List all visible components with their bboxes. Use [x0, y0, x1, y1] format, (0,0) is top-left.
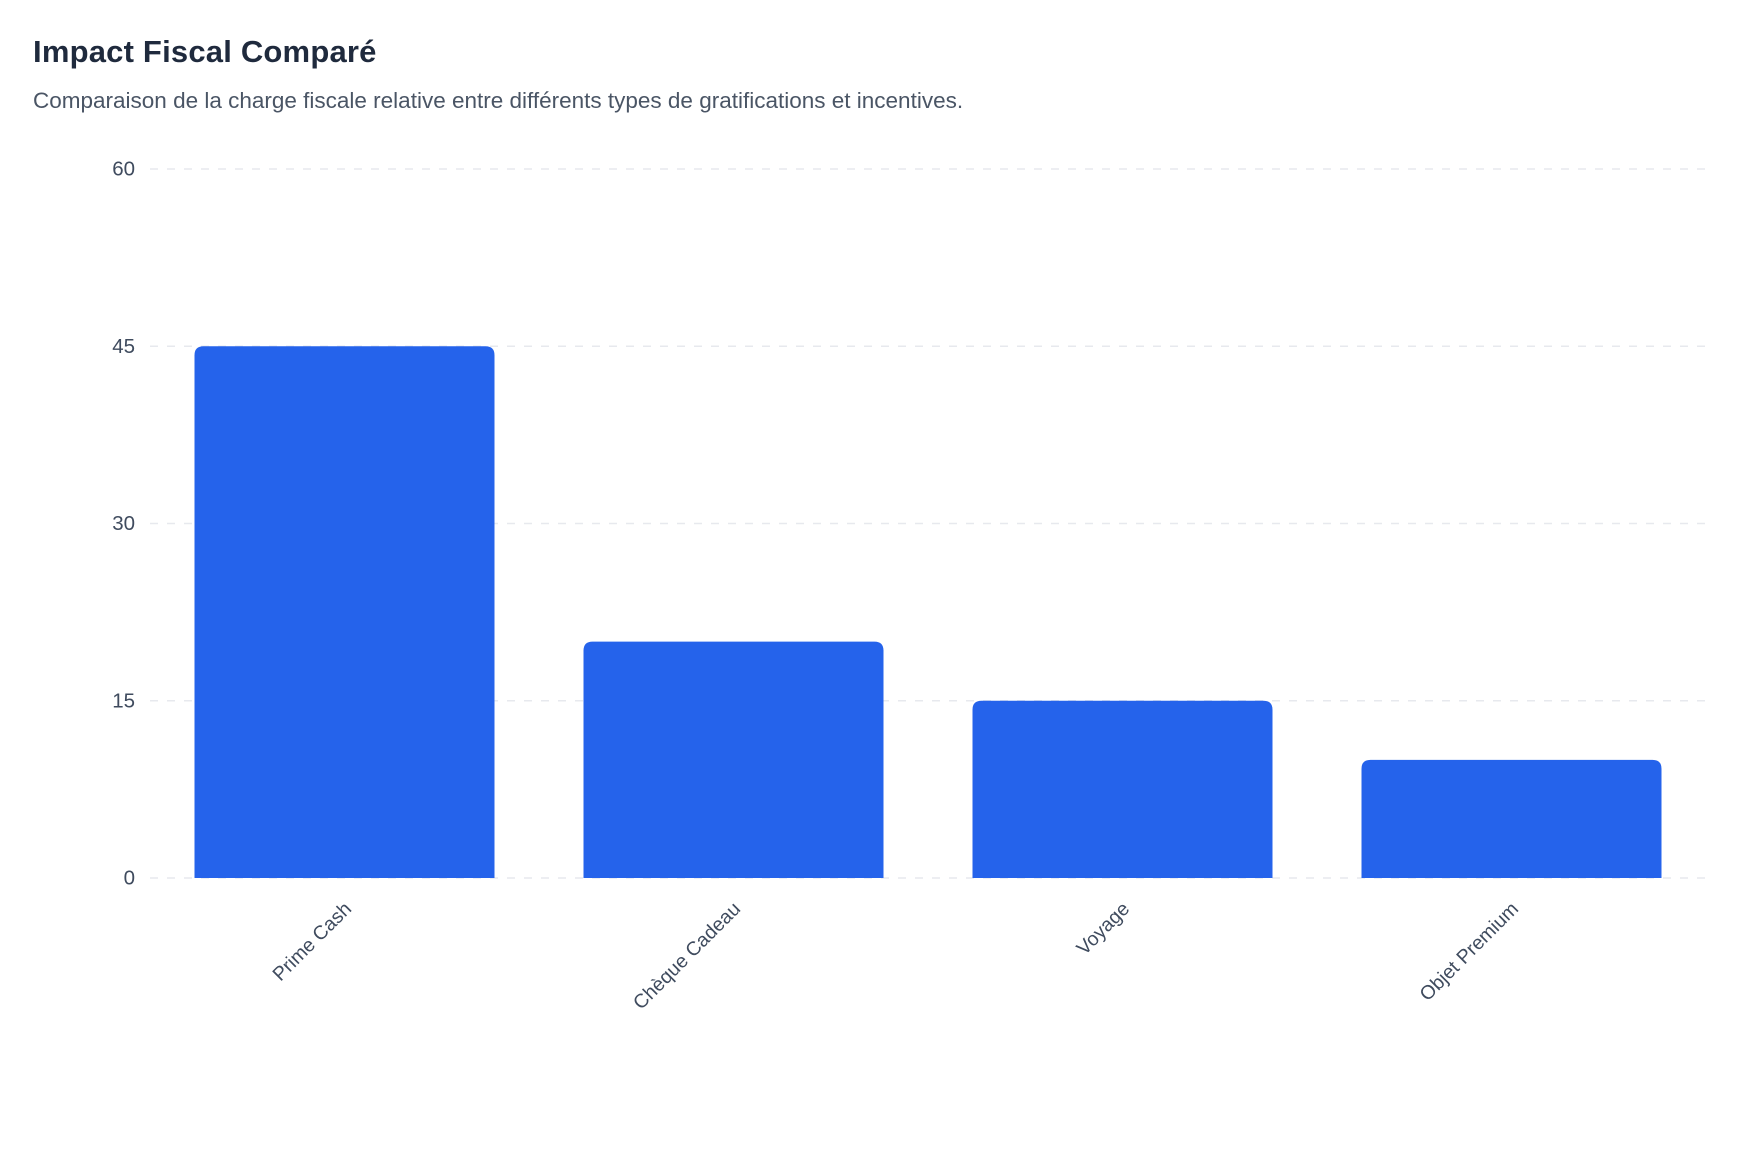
y-axis-tick-label: 15 — [112, 689, 135, 712]
chart-title: Impact Fiscal Comparé — [33, 34, 377, 69]
bar-0[interactable] — [194, 346, 495, 878]
x-axis-tick-label: Voyage — [1072, 898, 1134, 960]
y-axis-tick-label: 30 — [112, 512, 135, 535]
bar-1[interactable] — [583, 641, 884, 878]
x-axis-tick-label: Objet Premium — [1416, 898, 1524, 1006]
bar-2[interactable] — [972, 700, 1273, 878]
y-axis-tick-label: 45 — [112, 335, 135, 358]
y-axis-tick-label: 60 — [112, 158, 135, 181]
y-axis-tick-label: 0 — [124, 867, 135, 890]
x-axis-tick-label: Prime Cash — [268, 898, 356, 986]
x-axis-tick-label: Chèque Cadeau — [629, 898, 745, 1014]
chart-subtitle: Comparaison de la charge fiscale relativ… — [33, 88, 964, 113]
bar-3[interactable] — [1361, 759, 1662, 878]
